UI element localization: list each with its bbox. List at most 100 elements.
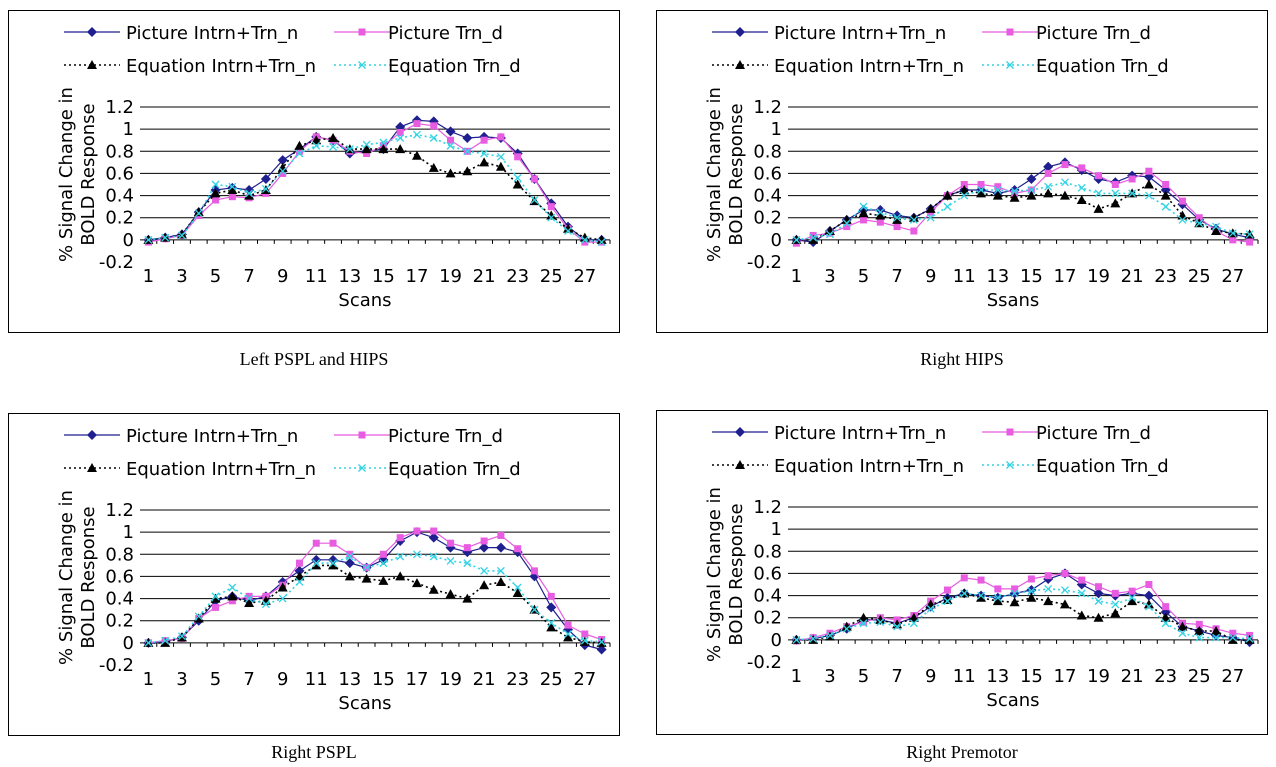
data-point [841,214,852,224]
data-point [597,238,606,247]
caption-left-pspl-hips: Left PSPL and HIPS [239,349,389,369]
data-point [244,185,255,196]
data-point [462,166,473,176]
data-point [462,133,473,143]
data-point [1128,189,1137,198]
data-point [1027,587,1036,596]
data-point [261,184,270,193]
x-tick-label: 21 [473,669,496,690]
data-point [429,134,438,142]
legend-marker-picture-intrn [87,27,97,37]
data-point [1044,182,1053,191]
series-line [148,122,602,243]
data-point [379,559,388,568]
data-point [312,539,320,547]
y-tick-label: 0.6 [105,566,134,587]
data-point [497,133,505,141]
x-tick-label: 7 [243,266,254,287]
data-point [245,592,253,600]
data-point [211,592,220,601]
legend-marker-equation-intrn [87,463,97,472]
data-point [960,589,969,598]
legend-label-picture-intrn: Picture Intrn+Trn_n [126,426,298,447]
data-point [428,584,439,594]
legend-label-equation-trn: Equation Trn_d [388,56,521,77]
data-point [909,215,918,224]
data-point [479,580,490,590]
x-tick-label: 7 [891,666,902,687]
y-tick-label: 1 [771,519,782,540]
data-point [396,534,404,542]
x-tick-label: 27 [1221,666,1244,687]
data-point [413,130,421,139]
data-point [943,202,952,211]
data-point [328,560,339,570]
data-point [1229,629,1237,637]
x-tick-label: 3 [824,666,835,687]
data-point [563,223,574,233]
data-point [396,134,405,142]
data-point [530,605,539,614]
data-point [546,622,557,632]
data-point [210,188,221,198]
data-point [943,597,952,606]
data-point [1246,238,1254,246]
legend-marker-picture-trn [358,28,366,36]
data-point [1078,576,1086,584]
data-point [943,586,951,594]
data-point [227,591,238,601]
y-axis-label: % Signal Change inBOLD Response [704,87,747,262]
data-point [1212,222,1220,231]
y-tick-label: 0.6 [753,563,782,584]
data-point [479,542,490,553]
y-tick-label: 0.8 [105,141,134,162]
legend-label-equation-intrn: Equation Intrn+Trn_n [126,56,316,77]
x-tick-label: 27 [573,669,596,690]
data-point [1111,181,1119,188]
data-point [446,556,455,565]
data-point [345,145,354,154]
data-point [462,547,473,558]
data-point [1177,621,1188,631]
data-point [479,157,490,167]
y-tick-label: 1 [123,119,134,140]
data-point [564,630,572,638]
x-tick-label: 19 [439,669,462,690]
data-point [1178,215,1187,224]
data-point [463,147,472,156]
x-tick-label: 5 [858,266,869,287]
legend-marker-equation-intrn [735,60,745,69]
x-tick-label: 25 [1188,266,1211,287]
data-point [1144,602,1153,611]
data-point [908,212,919,222]
data-point [1010,187,1019,196]
data-point [480,537,488,545]
data-point [228,193,236,201]
data-point [1061,178,1069,187]
data-point [329,559,337,568]
data-point [1110,198,1121,208]
data-point [858,612,869,622]
data-point [580,235,589,244]
legend-label-equation-trn: Equation Trn_d [1036,56,1169,77]
data-point [1061,161,1069,169]
legend-label-equation-intrn: Equation Intrn+Trn_n [126,459,316,480]
data-point [328,133,339,142]
x-tick-label: 13 [986,266,1009,287]
data-point [447,539,455,547]
data-point [1010,589,1019,598]
data-point [1245,634,1254,643]
data-point [329,539,337,547]
x-tick-label: 15 [1020,266,1043,287]
y-axis-label-line-2: BOLD Response [78,506,99,648]
chart-frame [656,410,1268,735]
data-point [1111,589,1119,597]
data-point [495,161,506,171]
series-equation-intrn [143,133,607,244]
y-tick-label: 0.6 [105,163,134,184]
data-point [428,532,439,543]
legend-label-picture-trn: Picture Trn_d [388,23,503,44]
data-point [1094,597,1103,606]
y-tick-label: 0.8 [753,541,782,562]
data-point [859,619,868,628]
